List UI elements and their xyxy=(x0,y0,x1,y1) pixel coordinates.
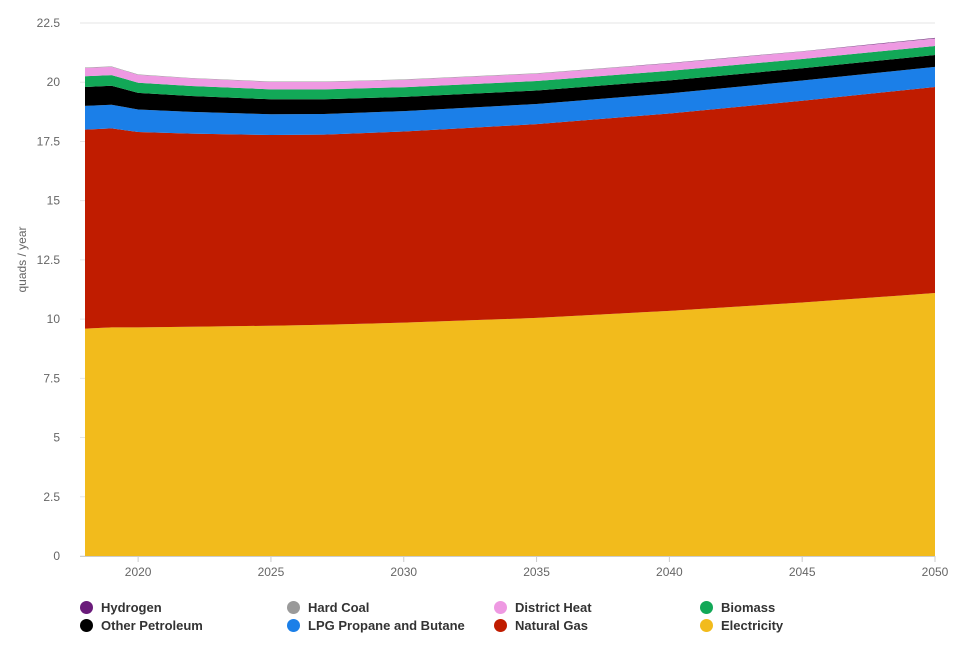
legend-item-biomass[interactable]: Biomass xyxy=(700,600,775,615)
stacked-area-chart: 0 2.5 5 7.5 10 12.5 15 17.5 20 22.5 2020 2025 2030 20… xyxy=(15,16,949,579)
x-tick-label: 2050 xyxy=(922,565,949,579)
legend-item-hydrogen[interactable]: Hydrogen xyxy=(80,600,162,615)
x-tick-label: 2030 xyxy=(390,565,417,579)
legend-label: Electricity xyxy=(721,618,784,633)
x-tick-label: 2025 xyxy=(258,565,285,579)
legend-label: Natural Gas xyxy=(515,618,588,633)
x-tick-label: 2035 xyxy=(523,565,550,579)
y-tick-label: 2.5 xyxy=(43,490,60,504)
legend-swatch xyxy=(494,619,507,632)
area-other-petroleum[interactable] xyxy=(85,54,935,115)
legend-item-lpg-propane-and-butane[interactable]: LPG Propane and Butane xyxy=(287,618,465,633)
area-lpg-propane-and-butane[interactable] xyxy=(85,66,935,136)
legend-label: Hard Coal xyxy=(308,600,370,615)
legend-swatch xyxy=(700,601,713,614)
legend-swatch xyxy=(80,601,93,614)
y-tick-label: 20 xyxy=(47,75,61,89)
x-tick-label: 2020 xyxy=(125,565,152,579)
legend-label: District Heat xyxy=(515,600,592,615)
legend-swatch xyxy=(700,619,713,632)
y-axis-title: quads / year xyxy=(15,226,29,292)
y-tick-label: 0 xyxy=(53,549,60,563)
area-district-heat[interactable] xyxy=(85,38,935,90)
y-tick-label: 17.5 xyxy=(37,134,61,148)
y-tick-label: 7.5 xyxy=(43,371,60,385)
legend-item-other-petroleum[interactable]: Other Petroleum xyxy=(80,618,203,633)
legend-item-district-heat[interactable]: District Heat xyxy=(494,600,592,615)
x-tick-label: 2045 xyxy=(789,565,816,579)
legend-item-natural-gas[interactable]: Natural Gas xyxy=(494,618,588,633)
legend-item-hard-coal[interactable]: Hard Coal xyxy=(287,600,369,615)
area-electricity[interactable] xyxy=(85,293,935,556)
legend-label: LPG Propane and Butane xyxy=(308,618,465,633)
legend-item-electricity[interactable]: Electricity xyxy=(700,618,783,633)
legend-swatch xyxy=(494,601,507,614)
axes: 0 2.5 5 7.5 10 12.5 15 17.5 20 22.5 2020 2025 2030 20… xyxy=(37,16,949,579)
area-biomass[interactable] xyxy=(85,45,935,100)
legend-swatch xyxy=(80,619,93,632)
legend-label: Hydrogen xyxy=(101,600,162,615)
legend-label: Biomass xyxy=(721,600,776,615)
area-natural-gas[interactable] xyxy=(85,86,935,329)
y-tick-label: 22.5 xyxy=(37,16,61,30)
legend-swatch xyxy=(287,619,300,632)
y-tick-label: 15 xyxy=(47,194,61,208)
y-tick-label: 5 xyxy=(53,431,60,445)
y-tick-label: 12.5 xyxy=(37,253,61,267)
legend-label: Other Petroleum xyxy=(101,618,203,633)
y-tick-label: 10 xyxy=(47,312,61,326)
x-tick-label: 2040 xyxy=(656,565,683,579)
series-areas xyxy=(85,37,935,556)
legend-swatch xyxy=(287,601,300,614)
